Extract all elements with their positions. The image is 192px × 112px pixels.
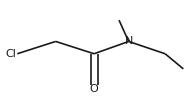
Text: O: O [90,84,98,94]
Text: N: N [124,36,133,46]
Text: Cl: Cl [5,49,16,59]
